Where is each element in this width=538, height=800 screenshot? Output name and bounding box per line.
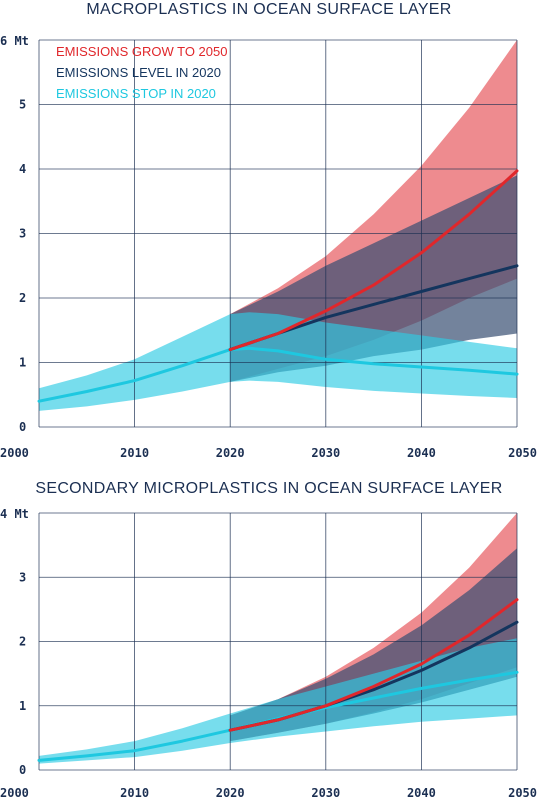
series-lines bbox=[37, 169, 519, 403]
line-grow bbox=[228, 598, 519, 732]
x-tick-label: 2030 bbox=[311, 786, 340, 800]
legend: EMISSIONS GROW TO 2050 EMISSIONS LEVEL IN… bbox=[56, 44, 227, 101]
x-tick-label: 2050 bbox=[508, 786, 537, 800]
y-unit-label: 6 Mt bbox=[0, 34, 29, 48]
macroplastics-chart: MACROPLASTICS IN OCEAN SURFACE LAYER 0 1 2 3… bbox=[0, 1, 537, 460]
legend-entry-stop: EMISSIONS STOP IN 2020 bbox=[56, 86, 216, 101]
line-grow bbox=[228, 169, 519, 352]
line-stop bbox=[37, 346, 519, 403]
y-tick-label: 0 bbox=[19, 763, 26, 777]
x-tick-label: 2000 bbox=[0, 786, 29, 800]
series-lines bbox=[37, 598, 519, 762]
microplastics-chart: SECONDARY MICROPLASTICS IN OCEAN SURFACE… bbox=[0, 480, 537, 800]
y-tick-label: 2 bbox=[19, 635, 26, 649]
y-tick-label: 1 bbox=[19, 699, 26, 713]
y-tick-label: 3 bbox=[19, 570, 26, 584]
legend-entry-level: EMISSIONS LEVEL IN 2020 bbox=[56, 65, 221, 80]
chart-title: SECONDARY MICROPLASTICS IN OCEAN SURFACE… bbox=[35, 480, 502, 497]
x-tick-label: 2050 bbox=[508, 446, 537, 460]
y-tick-label: 5 bbox=[19, 98, 26, 112]
band-stop bbox=[39, 312, 517, 411]
grid bbox=[38, 512, 518, 771]
x-tick-labels: 2000 2010 2020 2030 2040 2050 bbox=[0, 786, 537, 800]
x-tick-label: 2040 bbox=[407, 786, 436, 800]
chart-title: MACROPLASTICS IN OCEAN SURFACE LAYER bbox=[86, 1, 451, 18]
y-unit-label: 4 Mt bbox=[0, 507, 29, 521]
y-tick-label: 4 bbox=[19, 162, 26, 176]
y-tick-label: 0 bbox=[19, 420, 26, 434]
x-tick-labels: 2000 2010 2020 2030 2040 2050 bbox=[0, 446, 537, 460]
bands bbox=[39, 513, 517, 764]
x-tick-label: 2020 bbox=[216, 786, 245, 800]
grid bbox=[38, 39, 518, 428]
x-tick-label: 2030 bbox=[311, 446, 340, 460]
x-tick-label: 2010 bbox=[120, 446, 149, 460]
x-tick-label: 2010 bbox=[120, 786, 149, 800]
x-tick-label: 2040 bbox=[407, 446, 436, 460]
legend-entry-grow: EMISSIONS GROW TO 2050 bbox=[56, 44, 227, 59]
bands bbox=[39, 40, 517, 411]
y-tick-label: 3 bbox=[19, 227, 26, 241]
x-tick-label: 2020 bbox=[216, 446, 245, 460]
band-stop bbox=[39, 638, 517, 764]
y-tick-labels: 0 1 2 3 bbox=[19, 570, 26, 777]
x-tick-label: 2000 bbox=[0, 446, 29, 460]
y-tick-label: 1 bbox=[19, 356, 26, 370]
y-tick-label: 2 bbox=[19, 291, 26, 305]
y-tick-labels: 0 1 2 3 4 5 bbox=[19, 98, 26, 435]
